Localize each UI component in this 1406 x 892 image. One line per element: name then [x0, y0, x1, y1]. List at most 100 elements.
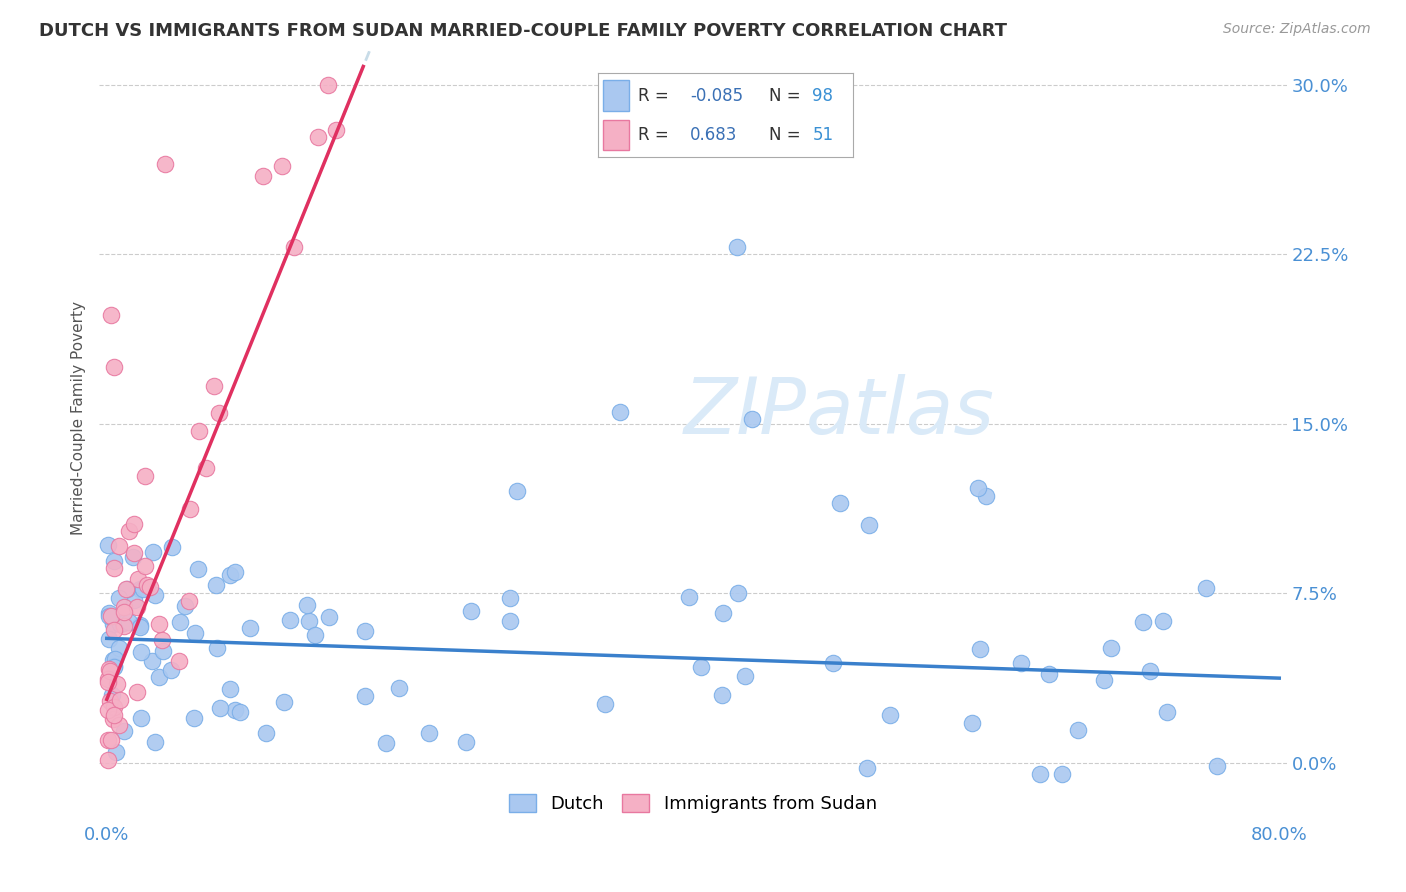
- Point: [97, 675, 120, 690]
- Point: [325, 122, 347, 136]
- Point: [127, 572, 149, 586]
- Point: [727, 585, 749, 599]
- Text: 0.0%: 0.0%: [84, 826, 129, 844]
- Point: [141, 653, 163, 667]
- Point: [174, 599, 197, 613]
- Point: [134, 559, 156, 574]
- Point: [100, 608, 122, 623]
- Point: [1038, 667, 1060, 681]
- Point: [1132, 615, 1154, 629]
- Point: [195, 461, 218, 475]
- Point: [143, 735, 166, 749]
- Point: [1067, 723, 1090, 737]
- Point: [97, 672, 120, 686]
- Point: [353, 690, 375, 704]
- Point: [498, 591, 520, 605]
- Point: [142, 545, 165, 559]
- Point: [855, 761, 877, 775]
- Point: [167, 654, 190, 668]
- Point: [966, 481, 988, 495]
- Point: [125, 599, 148, 614]
- Point: [97, 538, 120, 552]
- Point: [135, 577, 157, 591]
- Point: [112, 615, 135, 630]
- Point: [112, 618, 135, 632]
- Point: [112, 605, 135, 619]
- Point: [108, 718, 131, 732]
- Point: [609, 405, 631, 419]
- Point: [103, 708, 125, 723]
- Point: [169, 615, 191, 629]
- Point: [160, 663, 183, 677]
- Point: [460, 604, 482, 618]
- Point: [273, 695, 295, 709]
- Point: [103, 554, 125, 568]
- Point: [711, 606, 734, 620]
- Point: [97, 607, 120, 621]
- Point: [98, 694, 121, 708]
- Point: [97, 632, 120, 646]
- Point: [741, 412, 763, 426]
- Point: [104, 745, 127, 759]
- Point: [155, 157, 177, 171]
- Y-axis label: Married-Couple Family Poverty: Married-Couple Family Poverty: [72, 301, 86, 535]
- Point: [418, 726, 440, 740]
- Point: [295, 598, 318, 612]
- Point: [375, 736, 398, 750]
- Point: [1010, 656, 1032, 670]
- Point: [304, 628, 326, 642]
- Point: [205, 641, 228, 656]
- Legend: Dutch, Immigrants from Sudan: Dutch, Immigrants from Sudan: [502, 787, 884, 821]
- Point: [270, 159, 292, 173]
- Point: [499, 614, 522, 628]
- Point: [734, 668, 756, 682]
- Point: [252, 169, 274, 184]
- Point: [97, 733, 120, 747]
- Point: [97, 703, 120, 717]
- Point: [454, 734, 477, 748]
- Point: [128, 620, 150, 634]
- Point: [103, 699, 125, 714]
- Point: [143, 588, 166, 602]
- Point: [152, 644, 174, 658]
- Point: [139, 580, 162, 594]
- Point: [129, 644, 152, 658]
- Point: [593, 697, 616, 711]
- Point: [148, 617, 170, 632]
- Point: [184, 626, 207, 640]
- Point: [148, 670, 170, 684]
- Point: [388, 681, 411, 696]
- Point: [307, 130, 329, 145]
- Point: [506, 484, 529, 499]
- Point: [858, 518, 880, 533]
- Text: DUTCH VS IMMIGRANTS FROM SUDAN MARRIED-COUPLE FAMILY POVERTY CORRELATION CHART: DUTCH VS IMMIGRANTS FROM SUDAN MARRIED-C…: [39, 22, 1007, 40]
- Point: [1029, 767, 1052, 781]
- Point: [821, 656, 844, 670]
- Point: [974, 489, 997, 503]
- Point: [118, 615, 141, 630]
- Point: [115, 582, 138, 597]
- Point: [118, 524, 141, 538]
- Point: [1094, 673, 1116, 687]
- Point: [256, 726, 278, 740]
- Point: [224, 565, 246, 579]
- Point: [103, 561, 125, 575]
- Text: ZIPatlas: ZIPatlas: [685, 375, 995, 450]
- Point: [112, 600, 135, 615]
- Point: [108, 641, 131, 656]
- Point: [353, 624, 375, 639]
- Point: [122, 592, 145, 607]
- Point: [1099, 640, 1122, 655]
- Point: [160, 540, 183, 554]
- Point: [103, 658, 125, 673]
- Point: [124, 546, 146, 560]
- Point: [150, 633, 173, 648]
- Point: [183, 711, 205, 725]
- Point: [219, 681, 242, 696]
- Point: [103, 360, 125, 375]
- Point: [179, 502, 201, 516]
- Point: [229, 705, 252, 719]
- Point: [108, 540, 131, 554]
- Point: [101, 688, 124, 702]
- Point: [98, 608, 121, 623]
